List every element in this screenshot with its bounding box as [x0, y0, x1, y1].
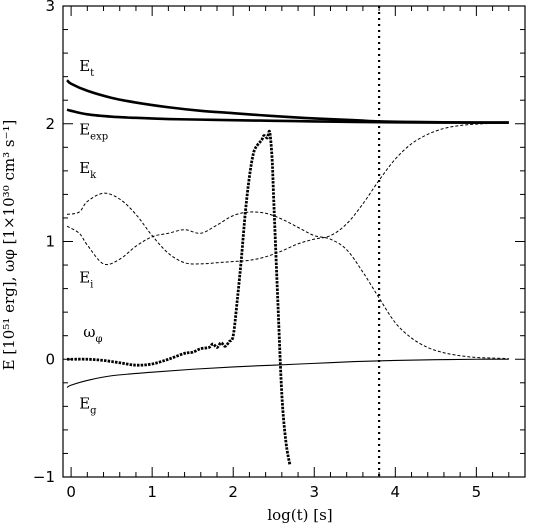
axes: 0 1 2 3 4 5 −1 0 1 2 3 [33, 0, 526, 501]
series-line-e-t [66, 79, 509, 124]
x-tick-label: 3 [309, 483, 319, 501]
x-tick-label: 2 [228, 483, 238, 501]
series-label-e-t: Et [79, 57, 94, 79]
x-tick-label: 4 [391, 483, 401, 501]
series-label-e-i: Ei [79, 269, 93, 291]
x-tick-label: 0 [66, 483, 76, 501]
y-tick-label: −1 [33, 468, 55, 486]
x-tick-label: 5 [472, 483, 482, 501]
series-label-omega-phi: ωφ [83, 323, 102, 345]
y-axis-title: E [10⁵¹ erg], ωφ [1×10³⁰ cm³ s⁻¹] [0, 120, 18, 371]
series-line-e-k [66, 122, 509, 265]
series-label-e-exp: Eexp [79, 120, 108, 142]
x-tick-label: 1 [147, 483, 157, 501]
y-tick-label: 1 [45, 233, 55, 251]
series-label-e-g: Eg [79, 395, 97, 417]
series-line-e-exp [66, 108, 509, 124]
series-label-e-k: Ek [79, 159, 97, 181]
y-tick-label: 3 [45, 0, 55, 15]
series-labels: Et Eexp Ek Ei ωφ Eg [79, 57, 108, 417]
series-line-e-g [66, 358, 509, 388]
series-line-e-i [66, 211, 509, 360]
x-axis-title: log(t) [s] [267, 506, 332, 524]
series-line-omega-phi [67, 129, 292, 466]
y-tick-label: 0 [45, 350, 55, 368]
series-group [66, 6, 509, 477]
y-tick-label: 2 [45, 115, 55, 133]
plot-frame [62, 5, 526, 478]
